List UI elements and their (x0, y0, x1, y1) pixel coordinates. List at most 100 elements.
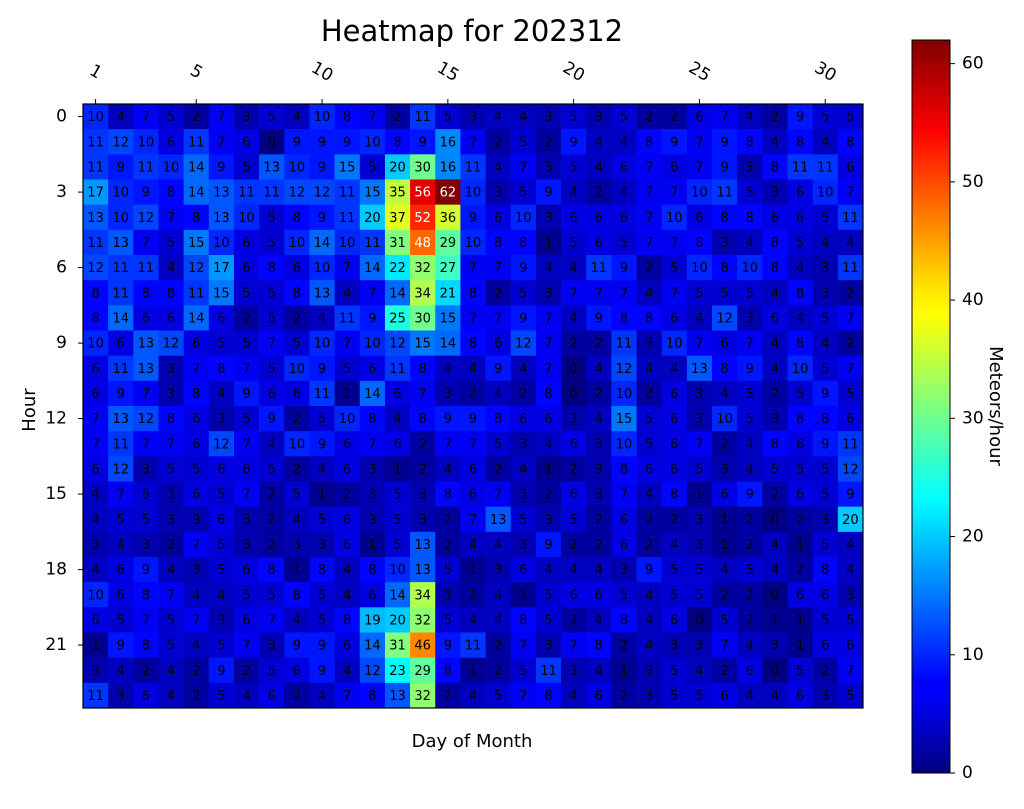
heat-cell (661, 229, 688, 256)
heat-cell (485, 380, 512, 407)
heat-cell (586, 229, 612, 256)
cell-label: 5 (242, 588, 250, 603)
heat-cell (435, 129, 461, 155)
cell-label: 3 (645, 664, 653, 679)
heat-cell (460, 406, 486, 432)
cell-label: 5 (268, 236, 276, 251)
cell-label: 4 (846, 236, 854, 251)
heat-cell (208, 255, 235, 281)
heat-cell (460, 280, 486, 306)
heat-cell (636, 481, 663, 507)
cell-label: 8 (494, 412, 502, 427)
cell-label: 4 (494, 387, 502, 402)
cell-label: 3 (117, 689, 125, 704)
cell-label: 9 (242, 387, 250, 402)
cell-label: 4 (343, 588, 351, 603)
cell-label: 7 (343, 337, 351, 352)
heat-cell (686, 456, 713, 482)
cell-label: 9 (217, 160, 225, 175)
heat-cell (183, 305, 210, 331)
y-axis-label: Hour (19, 388, 40, 432)
heat-cell (535, 406, 562, 432)
heat-cell (158, 456, 184, 482)
cell-label: 2 (469, 588, 477, 603)
cell-label: 5 (846, 387, 854, 402)
heat-cell (359, 104, 386, 130)
heat-cell (485, 506, 512, 533)
heat-cell (284, 179, 310, 205)
cell-label: 4 (595, 135, 603, 150)
heat-cell (435, 506, 461, 533)
cell-label: 13 (112, 412, 129, 427)
cell-label: 11 (389, 362, 406, 377)
heat-cell (737, 431, 763, 457)
cell-label: 9 (469, 211, 477, 226)
heat-cell (108, 682, 134, 709)
y-tick-label: 15 (45, 484, 67, 504)
heat-cell (661, 607, 688, 633)
heat-cell (233, 305, 260, 331)
cell-label: 10 (314, 337, 331, 352)
heat-cell (636, 305, 663, 331)
cell-label: 5 (318, 513, 326, 528)
heat-cell (787, 355, 813, 382)
cell-label: 8 (167, 286, 175, 301)
cell-label: 4 (343, 286, 351, 301)
heat-cell (762, 557, 788, 583)
cell-label: 8 (469, 337, 477, 352)
cell-label: 5 (242, 337, 250, 352)
heat-cell (259, 607, 285, 633)
heat-cell (259, 229, 285, 256)
cell-label: 5 (343, 362, 351, 377)
cell-label: 9 (293, 135, 301, 150)
cell-label: 7 (192, 362, 200, 377)
cell-label: 8 (645, 135, 653, 150)
heat-cell (108, 657, 134, 684)
heat-cell (233, 280, 260, 306)
heat-cell (158, 657, 184, 684)
heat-cell (208, 557, 235, 583)
heat-cell (460, 355, 486, 382)
heat-cell (284, 531, 310, 558)
cell-label: 2 (570, 337, 578, 352)
heatmap-cells: 10 4 7 5 2 7 3 5 4 10 8 7 2 11 5 3 4 4 3 5 3 5 2 2 6 7 4 2 9 5 511 12 10… (83, 104, 864, 709)
cell-label: 3 (544, 639, 552, 654)
heat-cell (485, 557, 512, 583)
cell-label: 6 (570, 211, 578, 226)
cell-label: 3 (293, 538, 301, 553)
cell-label: 2 (570, 462, 578, 477)
cell-label: 9 (519, 311, 527, 326)
heat-cell (183, 380, 210, 407)
heat-cell (686, 355, 713, 382)
heat-cell (435, 682, 461, 709)
heat-cell (535, 330, 562, 356)
heat-cell (837, 380, 864, 407)
heat-cell (485, 456, 512, 482)
cell-label: 0 (268, 135, 276, 150)
colorbar (911, 39, 951, 774)
cell-label: 6 (821, 639, 829, 654)
heat-cell (259, 557, 285, 583)
cell-label: 9 (846, 488, 854, 503)
cell-label: 6 (91, 613, 99, 628)
heat-cell (183, 456, 210, 482)
heat-cell (133, 557, 159, 583)
cell-label: 8 (343, 613, 351, 628)
heat-cell (334, 229, 361, 256)
heat-cell (787, 682, 813, 709)
heat-cell (334, 431, 361, 457)
heat-cell (661, 456, 688, 482)
cell-label: 6 (720, 337, 728, 352)
heat-cell (460, 380, 486, 407)
heat-cell (158, 607, 184, 633)
cell-label: 9 (268, 412, 276, 427)
cell-label: 7 (142, 613, 150, 628)
cell-label: 6 (645, 462, 653, 477)
cell-label: 5 (393, 513, 401, 528)
cell-label: 7 (695, 160, 703, 175)
cell-label: 32 (414, 613, 431, 628)
cell-label: 5 (368, 160, 376, 175)
cell-label: 1 (469, 563, 477, 578)
heat-cell (812, 129, 839, 155)
heat-cell (686, 531, 713, 558)
